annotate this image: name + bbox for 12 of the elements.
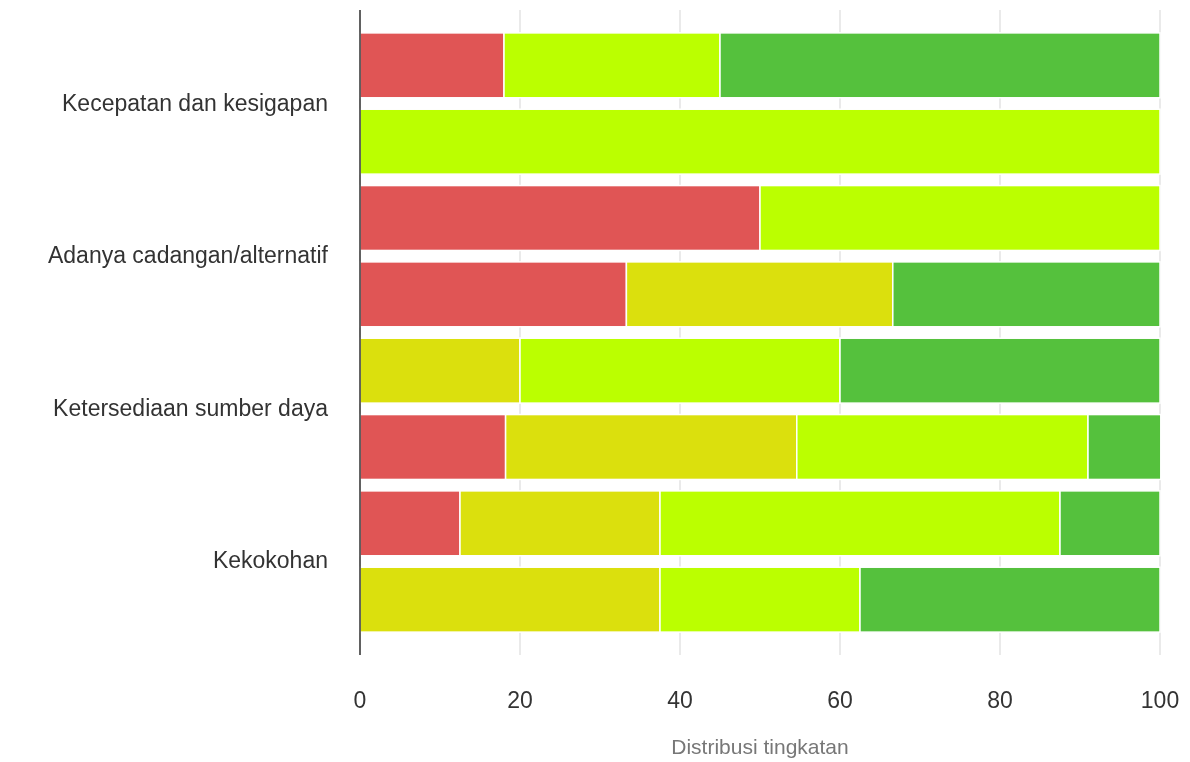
x-tick-label: 60 — [827, 687, 853, 713]
x-tick-label: 40 — [667, 687, 693, 713]
x-tick-label: 0 — [353, 687, 367, 713]
bar — [359, 108, 1161, 175]
y-tick-label: Kekokohan — [212, 547, 328, 574]
x-tick-label: 20 — [507, 687, 533, 713]
x-axis-title: Distribusi tingkatan — [671, 735, 849, 758]
x-tick-label: 100 — [1140, 687, 1180, 713]
y-tick-label: Kecepatan dan kesigapan — [62, 89, 328, 116]
x-tick-label: 80 — [987, 687, 1013, 713]
y-tick-label: Ketersediaan sumber daya — [53, 394, 329, 421]
y-tick-label: Adanya cadangan/alternatif — [47, 242, 329, 269]
